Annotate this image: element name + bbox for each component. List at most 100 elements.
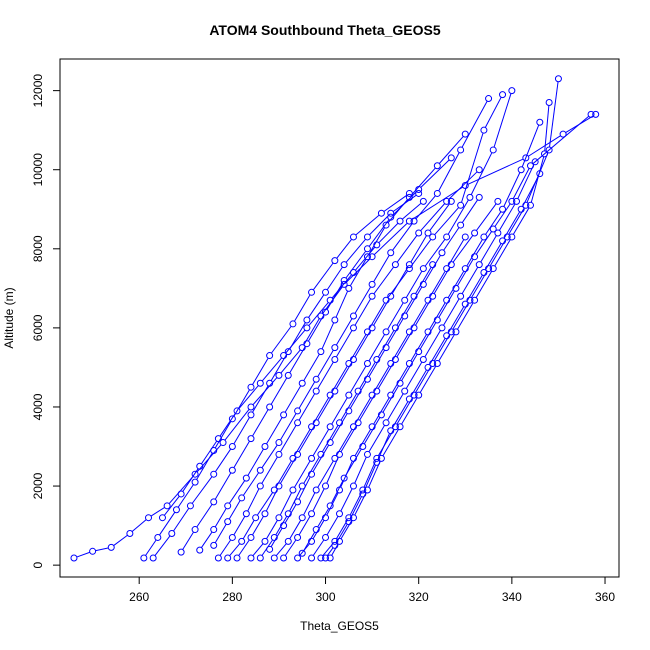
data-point: [294, 450, 302, 458]
series-line-segment: [252, 543, 264, 556]
series-line-segment: [298, 425, 316, 452]
series-line-segment: [335, 291, 348, 318]
data-point: [140, 554, 148, 562]
data-point: [242, 474, 250, 482]
series-line-segment: [350, 365, 367, 393]
data-point: [322, 308, 330, 316]
series-19: [210, 95, 493, 549]
series-line-segment: [377, 433, 390, 460]
y-tick-label: 2000: [31, 472, 45, 499]
series-line-segment: [164, 496, 180, 516]
data-point: [480, 233, 488, 241]
data-point: [331, 257, 339, 265]
series-2: [140, 189, 413, 562]
data-point: [363, 233, 371, 241]
series-line-segment: [415, 195, 436, 219]
series-line-segment: [168, 476, 194, 504]
series-line-segment: [345, 449, 362, 476]
data-point: [382, 221, 390, 229]
chart-title: ATOM4 Southbound Theta_GEOS5: [209, 22, 440, 38]
data-point: [266, 403, 274, 411]
x-axis-label: Theta_GEOS5: [300, 619, 379, 633]
series-line-segment: [405, 362, 423, 389]
data-point: [447, 261, 455, 269]
data-point: [373, 454, 381, 462]
data-point: [261, 443, 269, 451]
data-point: [391, 356, 399, 364]
data-point: [447, 197, 455, 205]
data-point: [266, 545, 274, 553]
data-point: [326, 502, 334, 510]
data-point: [275, 514, 283, 522]
data-point: [345, 391, 353, 399]
series-line-segment: [391, 267, 409, 294]
series-line-segment: [512, 168, 530, 199]
series-line-segment: [322, 543, 334, 556]
series-line-segment: [424, 330, 441, 358]
series-line-segment: [420, 159, 450, 188]
series-line-segment: [317, 393, 334, 421]
y-tick-label: 8000: [31, 235, 45, 262]
data-point: [186, 502, 194, 510]
series-line-segment: [233, 516, 246, 535]
data-point: [303, 316, 311, 324]
data-point: [312, 526, 320, 534]
data-point: [154, 533, 162, 541]
series-line-segment: [182, 468, 199, 492]
series-line-segment: [191, 476, 213, 504]
data-point: [191, 478, 199, 486]
series-4: [177, 154, 455, 556]
series-18: [158, 197, 427, 522]
data-point: [270, 554, 278, 562]
data-point: [172, 506, 180, 514]
series-line-segment: [354, 330, 371, 358]
data-point: [363, 253, 371, 261]
data-point: [401, 387, 409, 395]
series-line-segment: [345, 251, 366, 279]
series-line-segment: [289, 520, 302, 539]
series-line-segment: [331, 413, 348, 441]
series-line-segment: [396, 298, 413, 326]
series-line-segment: [415, 267, 432, 294]
series-line-segment: [280, 425, 297, 452]
series-line-segment: [298, 393, 316, 421]
data-point: [443, 197, 451, 205]
data-point: [331, 537, 339, 545]
series-line-segment: [214, 472, 232, 500]
data-point: [377, 411, 385, 419]
series-line-segment: [303, 456, 320, 484]
series-line-segment: [419, 322, 437, 350]
series-13: [294, 118, 544, 562]
data-point: [382, 328, 390, 336]
series-line-segment: [368, 350, 385, 377]
data-point: [429, 292, 437, 300]
series-line-segment: [387, 393, 404, 421]
x-tick-label: 360: [595, 590, 615, 604]
series-line-segment: [484, 97, 502, 128]
series-line-segment: [387, 199, 408, 223]
series-7: [224, 91, 507, 562]
data-point: [266, 379, 274, 387]
plot-frame: [59, 58, 620, 578]
series-line-segment: [252, 385, 269, 413]
series-line-segment: [530, 156, 545, 203]
series-line-segment: [391, 401, 409, 429]
series-line-segment: [443, 227, 460, 251]
data-point: [452, 328, 460, 336]
series-line-segment: [424, 239, 446, 267]
series-line-segment: [159, 512, 176, 536]
series-line-segment: [312, 488, 325, 512]
series-line-segment: [289, 346, 306, 373]
series-line-segment: [434, 207, 459, 235]
data-point: [499, 205, 507, 213]
series-line-segment: [503, 211, 520, 239]
data-point: [545, 99, 553, 106]
series-line-segment: [415, 298, 432, 326]
data-point: [284, 348, 292, 356]
data-point: [238, 494, 246, 502]
series-line-segment: [452, 235, 474, 263]
data-point: [438, 249, 446, 257]
series-line-segment: [284, 385, 302, 413]
series-line-segment: [513, 207, 530, 235]
